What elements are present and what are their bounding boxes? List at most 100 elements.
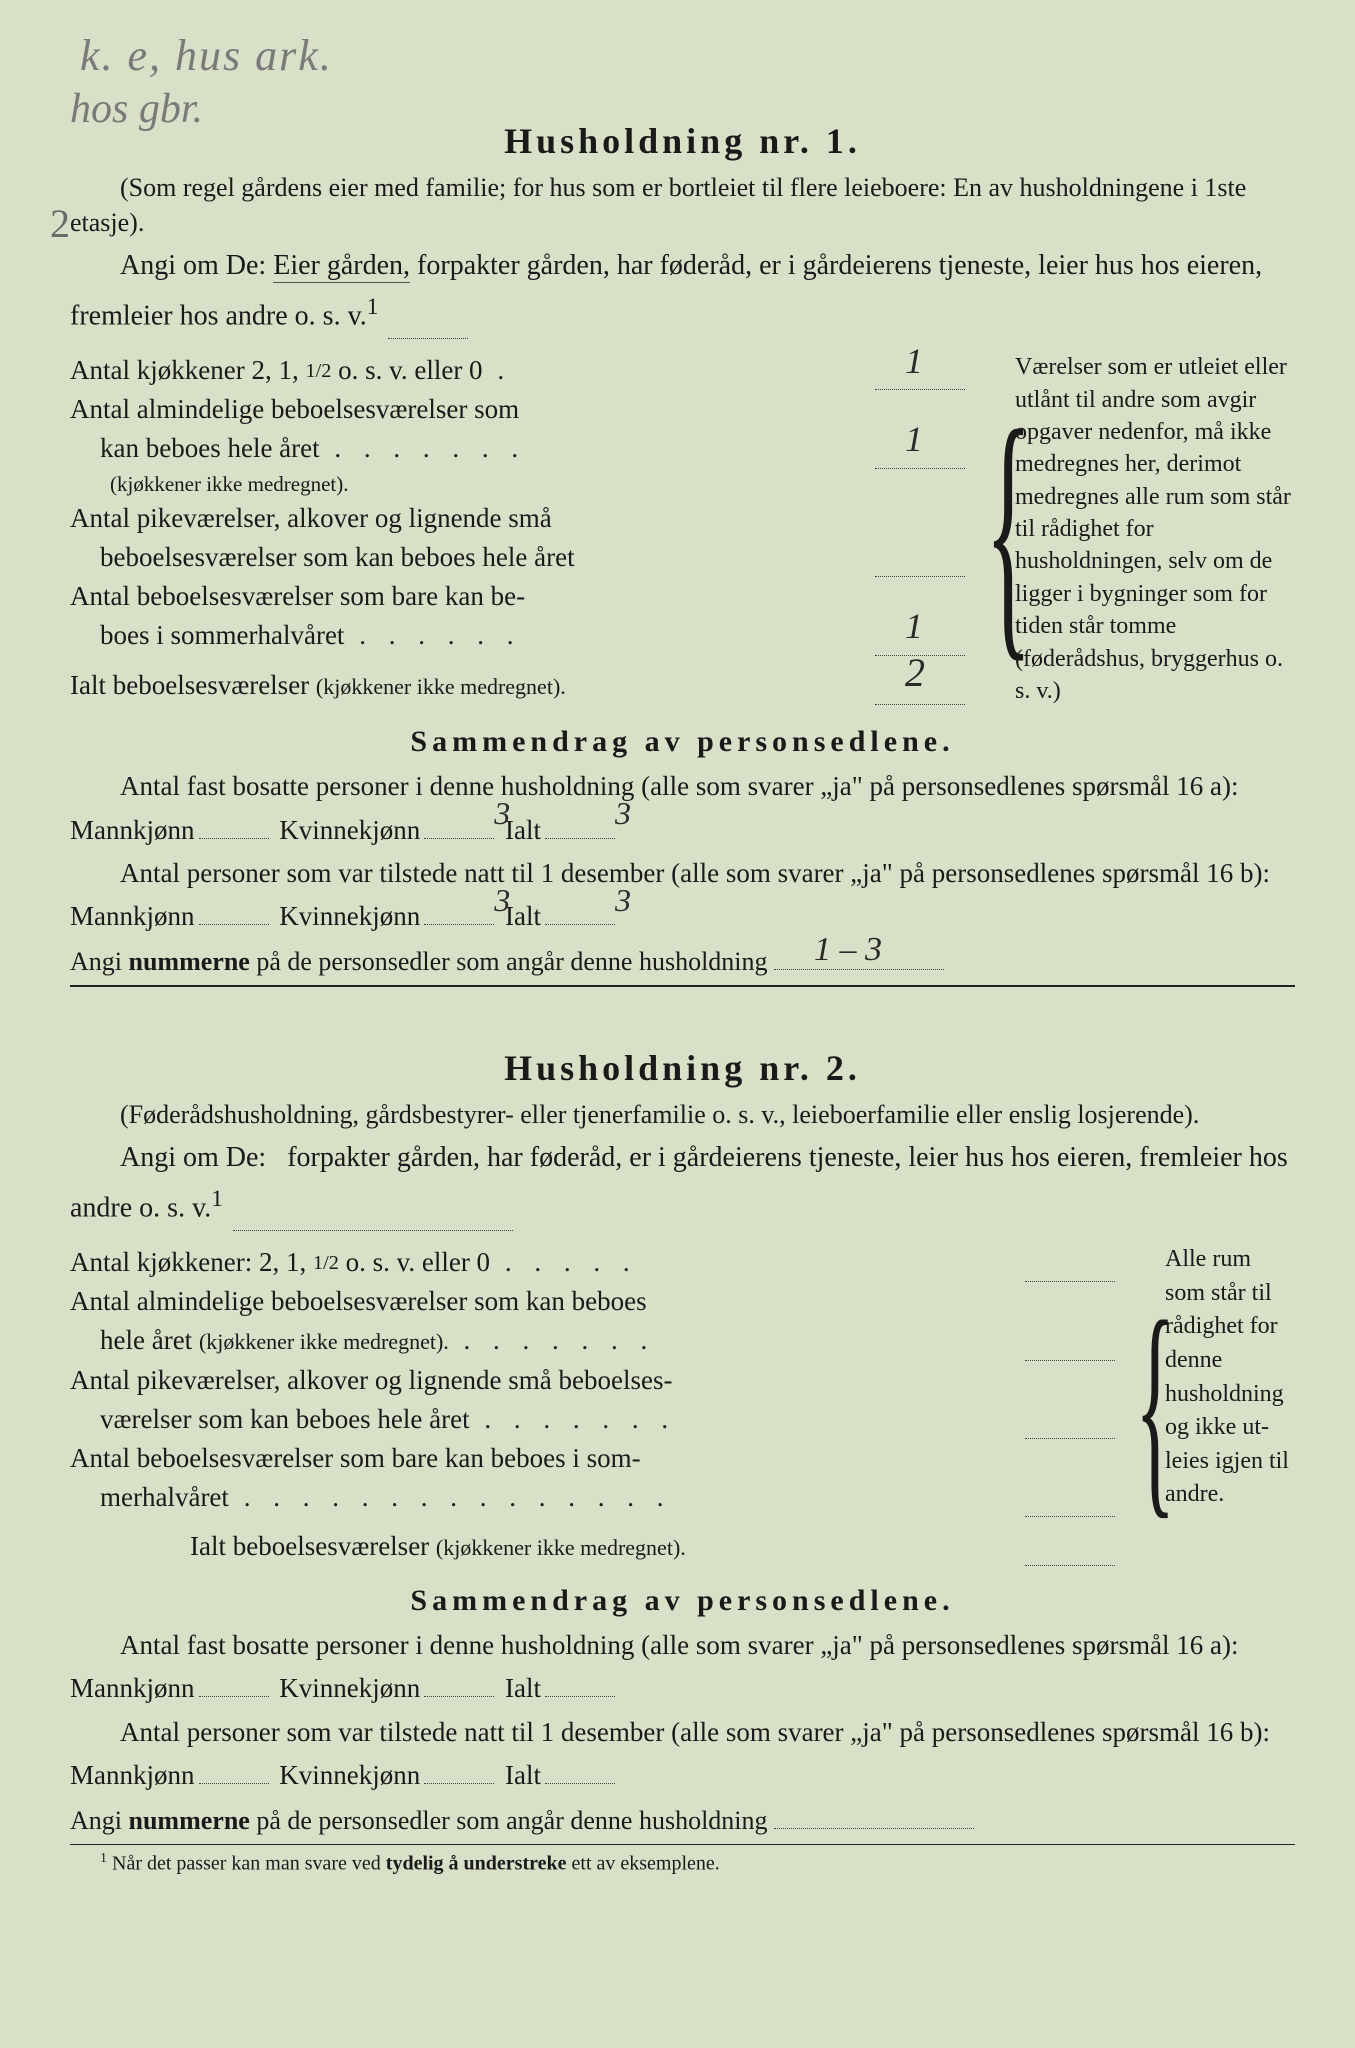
household1-nummer: Angi nummerne på de personsedler som ang… — [70, 946, 1295, 987]
p22-kv-blank[interactable] — [424, 1762, 494, 1784]
kjokken-blank[interactable]: 1 — [875, 362, 965, 390]
nummer2-suffix: på de personsedler som angår denne husho… — [256, 1806, 767, 1835]
row-sommer1: Antal beboelsesværelser som bare kan be- — [70, 577, 965, 616]
angi-sup: 1 — [367, 294, 379, 320]
household1-angi: Angi om De: Eier gården, forpakter gårde… — [70, 244, 1295, 339]
kjokken2-blank[interactable] — [1025, 1254, 1115, 1282]
p22-mann-blank[interactable] — [199, 1762, 269, 1784]
dots: . . . . . — [490, 1247, 638, 1277]
angi2-sup: 1 — [211, 1186, 223, 1212]
dots: . — [483, 355, 513, 385]
pike2-label1: Antal pikeværelser, alkover og lignende … — [70, 1361, 1115, 1400]
household2-nummer: Angi nummerne på de personsedler som ang… — [70, 1805, 1295, 1845]
row-sommer2: boes i sommerhalvåret . . . . . . 1 — [70, 616, 965, 655]
nummer-blank[interactable]: 1 – 3 — [774, 946, 944, 970]
brace2-icon: { — [1135, 1243, 1175, 1566]
footnote-num: 1 — [100, 1851, 107, 1866]
kjokken2-label: Antal kjøkkener: 2, 1, — [70, 1247, 313, 1277]
handwriting-margin: 2 — [50, 200, 70, 247]
p1-kv-val: 3 — [444, 788, 510, 839]
brace-icon: { — [985, 351, 1032, 707]
nummer-bold: nummerne — [129, 947, 250, 976]
ialt-label: Ialt beboelsesværelser — [70, 670, 309, 700]
household2-sammendrag-title: Sammendrag av personsedlene. — [70, 1584, 1295, 1618]
handwriting-annotation-2: hos gbr. — [70, 85, 203, 133]
ialt-value: 2 — [905, 644, 925, 702]
handwriting-annotation-1: k. e, hus ark. — [80, 30, 333, 81]
row-alm1: Antal almindelige beboelsesværelser som — [70, 390, 965, 429]
nummer2-blank[interactable] — [774, 1805, 974, 1829]
row2-sommer1: Antal beboelsesværelser som bare kan beb… — [70, 1439, 1115, 1478]
household1-rooms-left: Antal kjøkkener 2, 1, 1/2 o. s. v. eller… — [70, 351, 965, 707]
alm-label1: Antal almindelige beboelsesværelser som — [70, 390, 965, 429]
alm2-blank[interactable] — [1025, 1333, 1115, 1361]
pike2-blank[interactable] — [1025, 1411, 1115, 1439]
household2-p2: Antal personer som var tilstede natt til… — [70, 1711, 1295, 1797]
p2-mann-blank[interactable] — [199, 903, 269, 925]
sommer-label2: boes i sommerhalvåret — [100, 620, 344, 650]
p1-kv-blank[interactable]: 3 — [424, 817, 494, 839]
alm2-label2: hele året — [100, 1325, 192, 1355]
sommer2-blank[interactable] — [1025, 1489, 1115, 1517]
nummer-suffix: på de personsedler som angår denne husho… — [256, 947, 767, 976]
p2-kv-val: 3 — [444, 875, 510, 926]
sommer-label1: Antal beboelsesværelser som bare kan be- — [70, 577, 965, 616]
ialt-blank[interactable]: 2 — [875, 677, 965, 705]
household2-rooms-left: Antal kjøkkener: 2, 1, 1/2 o. s. v. elle… — [70, 1243, 1115, 1566]
alm-blank[interactable]: 1 — [875, 441, 965, 469]
row2-ialt: Ialt beboelsesværelser (kjøkkener ikke m… — [70, 1527, 1115, 1566]
p2-ialt: Ialt — [505, 901, 541, 931]
p21-mann-blank[interactable] — [199, 1675, 269, 1697]
p1-ialt-blank[interactable]: 3 — [545, 817, 615, 839]
p1-mann-blank[interactable] — [199, 817, 269, 839]
row-pike1: Antal pikeværelser, alkover og lignende … — [70, 499, 965, 538]
sommer2-label2: merhalvåret — [100, 1482, 229, 1512]
alm-note: (kjøkkener ikke medregnet). — [70, 469, 965, 499]
pike-label2: beboelsesværelser som kan beboes hele år… — [70, 538, 869, 577]
ialt2-label: Ialt beboelsesværelser — [190, 1531, 429, 1561]
alm2-label1: Antal almindelige beboelsesværelser som … — [70, 1282, 1115, 1321]
kjokken-value: 1 — [905, 335, 923, 387]
household1-title: Husholdning nr. 1. — [70, 120, 1295, 162]
pike-label1: Antal pikeværelser, alkover og lignende … — [70, 499, 965, 538]
angi2-prefix: Angi om De: — [120, 1142, 266, 1173]
row2-pike2: værelser som kan beboes hele året . . . … — [70, 1400, 1115, 1439]
row2-alm2: hele året (kjøkkener ikke medregnet). . … — [70, 1321, 1115, 1360]
nummer-val: 1 – 3 — [814, 931, 882, 969]
row-pike2: beboelsesværelser som kan beboes hele år… — [70, 538, 965, 577]
p21-kv: Kvinnekjønn — [279, 1673, 420, 1703]
kjokken2-suffix: o. s. v. eller 0 — [339, 1247, 490, 1277]
footnote-bold: tydelig å understreke — [386, 1853, 567, 1875]
footnote-suffix: ett av eksemplene. — [572, 1853, 720, 1875]
p21-ialt-blank[interactable] — [545, 1675, 615, 1697]
p22-ialt-blank[interactable] — [545, 1762, 615, 1784]
household2-title: Husholdning nr. 2. — [70, 1047, 1295, 1089]
dots: . . . . . . . — [470, 1404, 677, 1434]
alm-label2: kan beboes hele året — [100, 433, 320, 463]
household2-sidenote: { Alle rum som står til rådighet for den… — [1135, 1243, 1295, 1566]
p21-kv-blank[interactable] — [424, 1675, 494, 1697]
p1-ialt: Ialt — [505, 815, 541, 845]
angi-prefix: Angi om De: — [120, 250, 266, 281]
dots: . . . . . . . . . . . . . . . — [229, 1482, 672, 1512]
household1-rooms-block: Antal kjøkkener 2, 1, 1/2 o. s. v. eller… — [70, 351, 1295, 707]
ialt2-blank[interactable] — [1025, 1538, 1115, 1566]
pike-blank[interactable] — [875, 549, 965, 577]
dots: . . . . . . . — [449, 1325, 656, 1355]
household1-intro: (Som regel gårdens eier med familie; for… — [70, 170, 1295, 240]
nummer2-bold: nummerne — [129, 1806, 250, 1835]
household2-rooms-block: Antal kjøkkener: 2, 1, 1/2 o. s. v. elle… — [70, 1243, 1295, 1566]
row2-pike1: Antal pikeværelser, alkover og lignende … — [70, 1361, 1115, 1400]
footnote-text: Når det passer kan man svare ved — [112, 1853, 381, 1875]
p2-kv-blank[interactable]: 3 — [424, 903, 494, 925]
row2-sommer2: merhalvåret . . . . . . . . . . . . . . … — [70, 1478, 1115, 1517]
household2-intro: (Føderådshusholdning, gårdsbestyrer- ell… — [70, 1097, 1295, 1132]
angi-eier-underlined: Eier gården, — [273, 250, 410, 283]
p2-ialt-blank[interactable]: 3 — [545, 903, 615, 925]
p22-kv: Kvinnekjønn — [279, 1760, 420, 1790]
row2-alm1: Antal almindelige beboelsesværelser som … — [70, 1282, 1115, 1321]
footnote: 1 Når det passer kan man svare ved tydel… — [70, 1851, 1295, 1876]
ialt2-note: (kjøkkener ikke medregnet). — [436, 1535, 686, 1560]
household1-sammendrag-title: Sammendrag av personsedlene. — [70, 725, 1295, 759]
angi-fill — [388, 338, 468, 339]
